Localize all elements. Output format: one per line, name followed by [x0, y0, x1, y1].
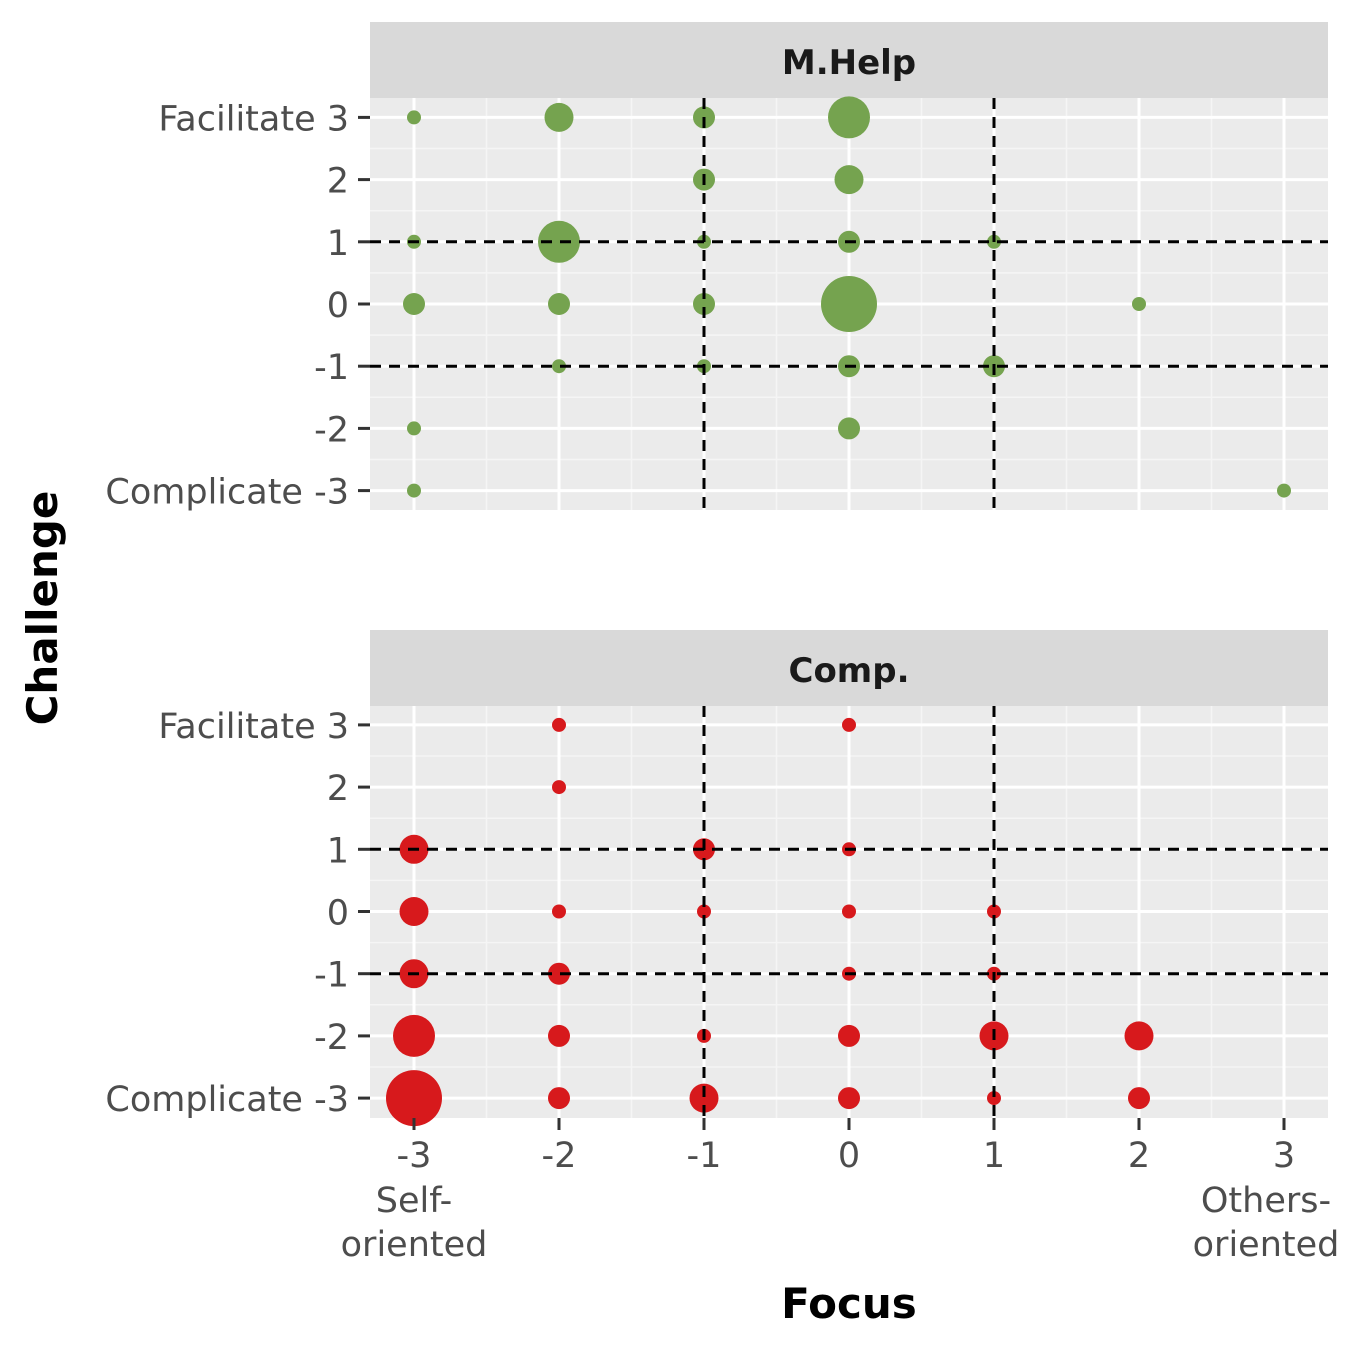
data-point: [403, 293, 425, 315]
x-tick-label: 3: [1273, 1136, 1295, 1176]
panel-m-help: M.Help Complicate -3 -2 -1 0 1 2 Facilitate 3: [105, 22, 1328, 513]
data-point: [838, 1024, 860, 1047]
data-point: [842, 904, 856, 919]
x-end-label-left: oriented: [341, 1225, 488, 1265]
data-point: [1124, 1021, 1154, 1051]
x-end-label-left: Self-: [376, 1181, 453, 1221]
data-point: [544, 102, 574, 132]
data-point: [548, 293, 570, 315]
data-point: [1277, 483, 1291, 498]
y-tick-label: Facilitate 3: [158, 99, 349, 139]
x-tick-label: 2: [1128, 1136, 1150, 1176]
data-point: [393, 1014, 435, 1057]
y-tick-label: Complicate -3: [105, 1080, 349, 1120]
data-point: [987, 1091, 1001, 1106]
data-point: [399, 897, 429, 926]
y-tick-label: Complicate -3: [105, 473, 349, 513]
data-point: [821, 276, 877, 332]
y-tick-label: 1: [327, 224, 349, 264]
data-point: [689, 1083, 719, 1113]
panel-strip: [370, 22, 1328, 98]
y-tick-label: -2: [314, 410, 349, 450]
x-end-label-right: oriented: [1193, 1225, 1340, 1265]
data-point: [693, 293, 715, 315]
panel-strip-label: Comp.: [789, 651, 910, 691]
panel-comp: Comp. Complicate -3 -2 -1 0 1 2 Facilitate 3: [105, 630, 1328, 1127]
data-point: [842, 717, 856, 732]
x-end-label-right: Others-: [1201, 1181, 1331, 1221]
data-point: [386, 1070, 442, 1127]
y-tick-label: 2: [327, 769, 349, 809]
data-point: [407, 483, 421, 498]
x-tick-label: 1: [983, 1136, 1005, 1176]
data-point: [548, 1087, 570, 1110]
data-point: [552, 904, 566, 919]
x-tick-label: -1: [687, 1136, 722, 1176]
y-tick-label: -1: [314, 956, 349, 996]
data-point: [548, 1024, 570, 1047]
y-tick-label: 1: [327, 831, 349, 871]
data-point: [407, 110, 421, 125]
y-tick-label: Facilitate 3: [158, 707, 349, 747]
data-point: [1132, 297, 1146, 311]
x-tick-label: -3: [397, 1136, 432, 1176]
panel-strip-label: M.Help: [782, 43, 916, 83]
data-point: [548, 962, 570, 985]
data-point: [828, 96, 870, 139]
data-point: [838, 1087, 860, 1110]
data-point: [987, 904, 1001, 919]
y-tick-label: 0: [327, 286, 349, 326]
data-point: [1128, 1087, 1150, 1110]
data-point: [697, 904, 711, 919]
y-tick-label: -2: [314, 1018, 349, 1058]
x-axis-title: Focus: [781, 1279, 917, 1328]
y-axis-title: Challenge: [18, 491, 67, 726]
y-tick-label: 2: [327, 162, 349, 202]
data-point: [552, 780, 566, 795]
data-point: [838, 417, 860, 440]
data-point: [538, 220, 580, 263]
x-tick-label: -2: [542, 1136, 577, 1176]
panel-strip: [370, 630, 1328, 706]
y-tick-label: -1: [314, 348, 349, 388]
y-tick-label: 0: [327, 894, 349, 934]
x-tick-label: 0: [838, 1136, 860, 1176]
data-point: [552, 717, 566, 732]
data-point: [552, 359, 566, 374]
data-point: [834, 165, 864, 195]
data-point: [407, 421, 421, 436]
